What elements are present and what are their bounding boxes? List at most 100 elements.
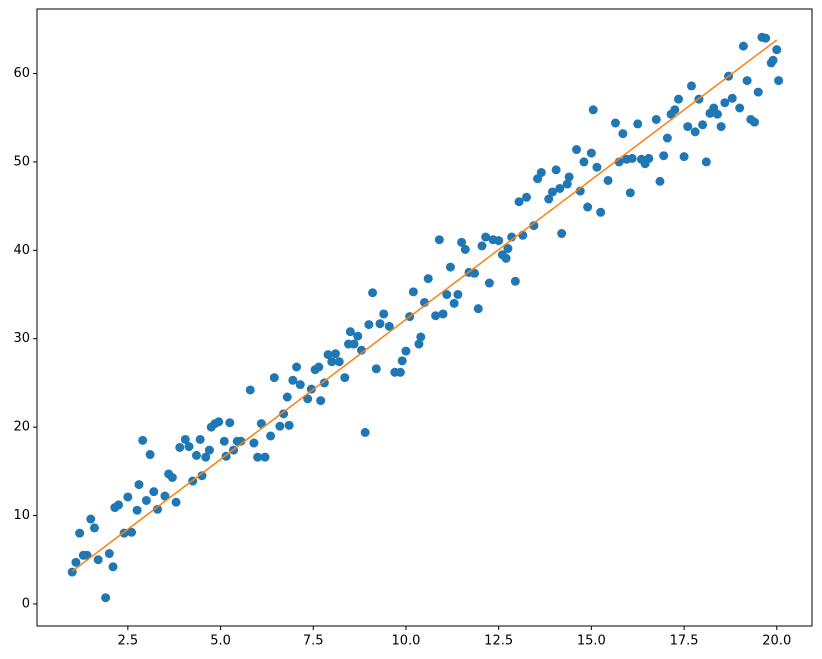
scatter-point: [134, 480, 144, 490]
scatter-point: [204, 445, 214, 455]
scatter-point: [101, 593, 111, 603]
scatter-point: [442, 290, 452, 300]
scatter-point: [659, 151, 669, 161]
scatter-point: [371, 364, 381, 374]
scatter-point: [529, 221, 539, 231]
scatter-point: [662, 133, 672, 143]
scatter-point: [360, 427, 370, 437]
scatter-point: [761, 33, 771, 43]
scatter-point: [397, 356, 407, 366]
scatter-point: [266, 431, 276, 441]
scatter-point: [588, 105, 598, 115]
scatter-point: [510, 276, 520, 286]
scatter-point: [236, 436, 246, 446]
scatter-point: [494, 236, 504, 246]
scatter-point: [295, 380, 305, 390]
scatter-point: [507, 232, 517, 242]
scatter-point: [484, 278, 494, 288]
scatter-point: [245, 385, 255, 395]
scatter-point: [772, 45, 782, 55]
scatter-point: [132, 505, 142, 515]
scatter-point: [219, 436, 229, 446]
scatter-point: [738, 41, 748, 51]
y-tick-label: 50: [13, 154, 30, 169]
scatter-point: [583, 202, 593, 212]
scatter-point: [127, 527, 137, 537]
scatter-point: [701, 157, 711, 167]
scatter-point: [477, 241, 487, 251]
scatter-point: [319, 378, 329, 388]
scatter-point: [473, 304, 483, 314]
scatter-point: [445, 262, 455, 272]
scatter-point: [214, 417, 224, 427]
scatter-point: [306, 384, 316, 394]
scatter-point: [284, 420, 294, 430]
scatter-point: [71, 557, 81, 567]
scatter-point: [160, 491, 170, 501]
scatter-point: [644, 153, 654, 163]
scatter-point: [279, 409, 289, 419]
scatter-point: [184, 442, 194, 452]
y-tick-label: 20: [13, 420, 30, 435]
scatter-point: [683, 122, 693, 132]
y-tick-label: 0: [22, 596, 30, 611]
scatter-point: [89, 523, 99, 533]
scatter-point: [562, 179, 572, 189]
scatter-point: [327, 357, 337, 367]
scatter-point: [670, 105, 680, 115]
scatter-point: [93, 555, 103, 565]
scatter-point: [679, 152, 689, 162]
scatter-point: [167, 472, 177, 482]
scatter-point: [153, 504, 163, 514]
scatter-point: [698, 120, 708, 130]
scatter-point: [633, 119, 643, 129]
scatter-point: [742, 76, 752, 86]
scatter-point: [434, 235, 444, 245]
scatter-point: [674, 94, 684, 104]
scatter-point: [690, 127, 700, 137]
scatter-point: [727, 93, 737, 103]
scatter-point: [201, 452, 211, 462]
scatter-point: [627, 153, 637, 163]
scatter-point: [75, 528, 85, 538]
scatter-point: [171, 497, 181, 507]
scatter-point: [470, 268, 480, 278]
scatter-point: [586, 148, 596, 158]
scatter-point: [145, 450, 155, 460]
scatter-point: [438, 309, 448, 319]
scatter-point: [416, 332, 426, 342]
x-tick-label: 10.0: [391, 634, 420, 649]
scatter-point: [618, 129, 628, 139]
scatter-point: [375, 319, 385, 329]
scatter-point: [340, 373, 350, 383]
x-tick-label: 12.5: [484, 634, 513, 649]
scatter-point: [104, 549, 114, 559]
scatter-point: [544, 194, 554, 204]
scatter-point: [651, 114, 661, 124]
scatter-point: [195, 434, 205, 444]
scatter-point: [514, 197, 524, 207]
scatter-point: [349, 339, 359, 349]
x-tick-label: 5.0: [210, 634, 231, 649]
scatter-point: [197, 471, 207, 481]
scatter-point: [331, 349, 341, 359]
scatter-point: [368, 288, 378, 298]
scatter-point: [180, 434, 190, 444]
fit-line: [71, 39, 778, 572]
scatter-point: [720, 98, 730, 108]
scatter-point: [592, 162, 602, 172]
scatter-point: [395, 367, 405, 377]
scatter-point: [249, 438, 259, 448]
y-tick-label: 10: [13, 508, 30, 523]
scatter-point: [303, 394, 313, 404]
x-tick-label: 20.0: [762, 634, 791, 649]
scatter-point: [345, 327, 355, 337]
scatter-point: [610, 118, 620, 128]
scatter-point: [379, 309, 389, 319]
scatter-point: [275, 421, 285, 431]
scatter-point: [138, 435, 148, 445]
scatter-point: [323, 350, 333, 360]
scatter-point: [108, 562, 118, 572]
